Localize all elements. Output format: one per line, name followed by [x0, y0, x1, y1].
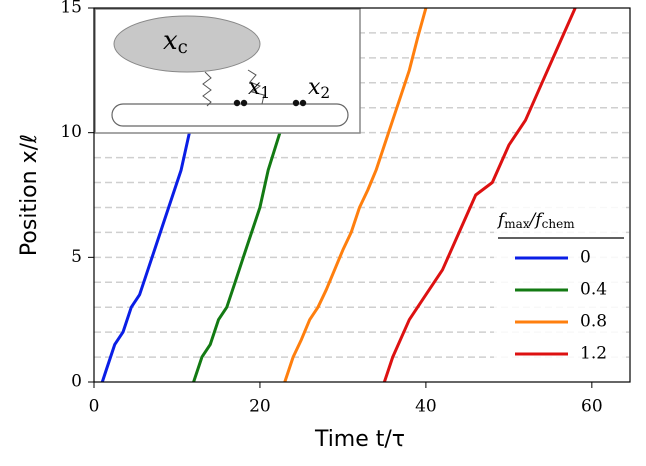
axes-frame — [93, 7, 631, 383]
label-sub: 1 — [260, 84, 270, 102]
x-axis-label: Time t/τ — [314, 427, 405, 452]
inset-label: xc — [163, 26, 188, 58]
inset-label: x2 — [308, 75, 330, 102]
legend-label: 0.4 — [580, 280, 607, 300]
inset-motor — [233, 99, 241, 107]
inset-motor — [292, 99, 300, 107]
label-main: x — [248, 75, 261, 100]
y-axis-label: Position x/ℓ — [17, 134, 42, 256]
inset-motor — [299, 99, 307, 107]
y-tick-label: 0 — [71, 372, 82, 392]
legend-title-part: max — [504, 217, 530, 231]
x-tick-label: 60 — [581, 397, 603, 417]
inset-label: x1 — [248, 75, 270, 102]
legend-title-part: /f — [528, 210, 545, 230]
label-sub: 2 — [320, 84, 330, 102]
x-tick-label: 0 — [89, 397, 100, 417]
y-tick-label: 5 — [71, 247, 82, 267]
inset-motor — [240, 99, 248, 107]
legend-title: fmax/fchem — [496, 210, 575, 231]
x-tick-label: 20 — [249, 397, 271, 417]
label-sub: c — [178, 37, 188, 58]
series-line — [283, 8, 428, 382]
legend-label: 1.2 — [580, 344, 607, 364]
x-tick-label: 40 — [415, 397, 437, 417]
legend-title-part: f — [496, 210, 507, 230]
label-main: x — [308, 75, 321, 100]
legend-title-part: chem — [542, 217, 576, 231]
inset-tether — [202, 69, 265, 107]
legend-label: 0 — [580, 248, 591, 268]
inset-blob — [113, 15, 261, 73]
legend-label: 0.8 — [580, 312, 607, 332]
series-line — [382, 8, 577, 382]
inset-fiber — [111, 103, 349, 127]
label-main: x — [163, 26, 178, 56]
y-tick-label: 10 — [60, 122, 82, 142]
y-tick-label: 15 — [60, 0, 82, 18]
